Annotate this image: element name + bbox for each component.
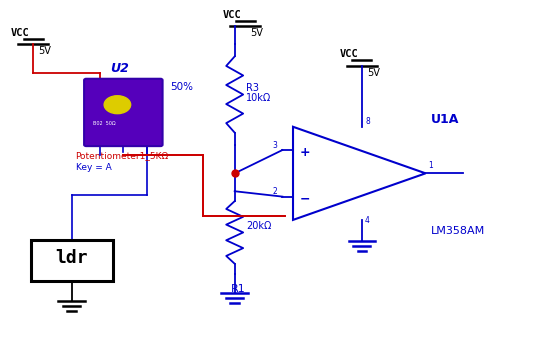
Bar: [30, 240, 113, 281]
Text: +: +: [300, 147, 310, 160]
Text: R3: R3: [246, 83, 260, 93]
Text: 3: 3: [273, 141, 278, 150]
Text: 2: 2: [273, 187, 278, 196]
Text: 5V: 5V: [367, 68, 380, 78]
Text: −: −: [300, 192, 310, 205]
Text: B02  50Ω: B02 50Ω: [93, 121, 115, 126]
Text: 10kΩ: 10kΩ: [246, 93, 272, 103]
Text: 8: 8: [365, 117, 370, 126]
Text: U1A: U1A: [431, 113, 459, 126]
Text: 5V: 5V: [251, 29, 263, 39]
Text: 4: 4: [365, 216, 370, 225]
Text: 20kΩ: 20kΩ: [246, 221, 272, 231]
Text: VCC: VCC: [340, 49, 358, 59]
FancyBboxPatch shape: [84, 79, 163, 146]
Text: VCC: VCC: [223, 10, 242, 20]
Text: 1: 1: [428, 161, 433, 170]
Text: R1: R1: [230, 284, 245, 294]
Text: 5V: 5V: [38, 47, 51, 56]
Text: Potentiometer1_5KΩ: Potentiometer1_5KΩ: [76, 151, 169, 160]
Text: LM358AM: LM358AM: [431, 226, 485, 236]
Text: VCC: VCC: [11, 28, 30, 38]
Text: Key = A: Key = A: [76, 164, 111, 173]
Text: ldr: ldr: [55, 249, 88, 268]
Text: U2: U2: [110, 62, 129, 75]
Text: 50%: 50%: [170, 82, 193, 92]
Circle shape: [104, 96, 131, 114]
